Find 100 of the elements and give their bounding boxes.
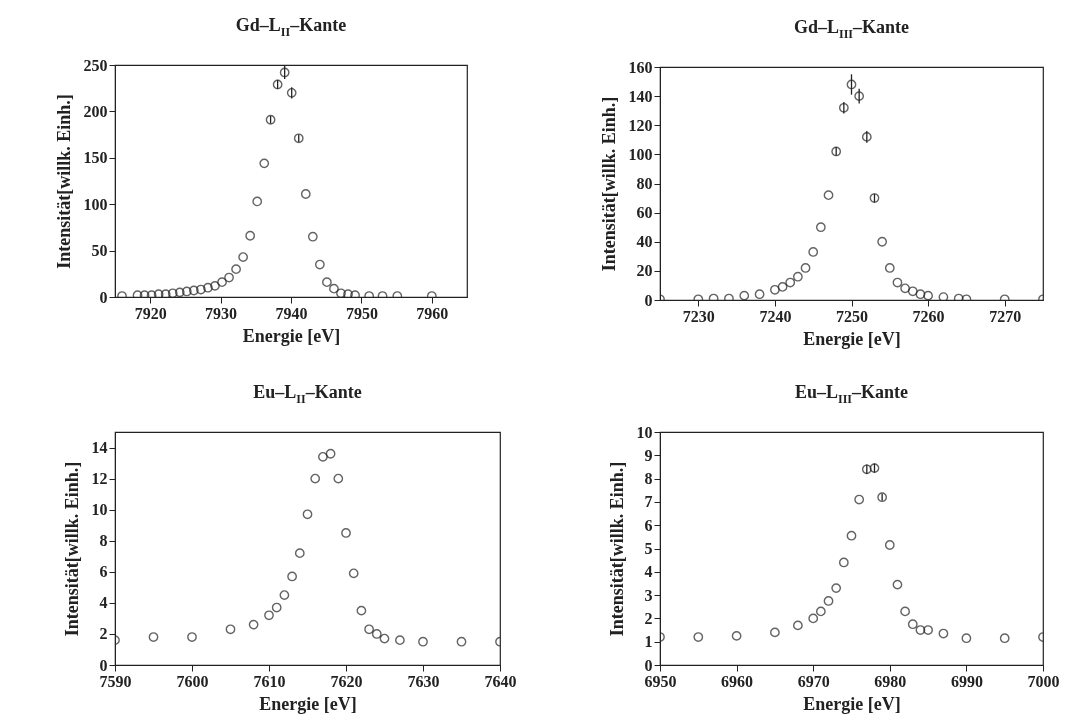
y-axis-title: Intensität[willk. Einh.]: [598, 96, 619, 272]
y-tick-label: 5: [644, 540, 653, 557]
y-tick-label: 4: [644, 563, 653, 581]
point: [823, 596, 834, 606]
point: [153, 289, 164, 297]
point: [307, 231, 318, 242]
point: [300, 189, 311, 199]
point: [846, 79, 857, 90]
y-axis-title: Intensität[willk. Einh.]: [606, 461, 627, 637]
point: [231, 264, 241, 275]
point: [264, 610, 274, 621]
point: [341, 528, 351, 538]
point: [356, 605, 367, 616]
y-tick-label: 8: [644, 470, 653, 488]
point: [379, 633, 390, 644]
chart-title: Eu–L$_{III}$–Kante: [793, 382, 909, 407]
x-tick-label: 7640: [484, 672, 517, 690]
x-tick-label: 6990: [950, 672, 983, 690]
x-tick-label: 7270: [989, 307, 1022, 325]
point: [343, 289, 353, 297]
x-tick-label: 7250: [836, 307, 868, 325]
point: [272, 79, 283, 90]
point: [248, 619, 259, 630]
x-tick-label: 7230: [682, 307, 715, 325]
point: [245, 230, 256, 241]
x-tick-label: 7260: [912, 307, 945, 325]
x-tick-label: 7610: [253, 672, 286, 690]
x-axis-title: Energie [eV]: [242, 325, 341, 346]
point: [395, 635, 405, 646]
x-tick-label: 7920: [134, 304, 167, 322]
point: [259, 158, 270, 169]
point: [923, 290, 933, 300]
point: [174, 287, 185, 297]
x-tick-label: 6950: [644, 672, 677, 690]
point: [777, 282, 788, 292]
point: [869, 463, 880, 473]
x-tick-label: 7620: [330, 672, 363, 690]
point: [188, 285, 199, 296]
point: [271, 602, 282, 613]
point: [302, 509, 313, 520]
point: [831, 146, 842, 157]
point: [293, 133, 304, 144]
x-tick-label: 7000: [1027, 672, 1060, 690]
point: [287, 571, 297, 582]
y-axis-title: Intensität[willk. Einh.]: [53, 94, 74, 269]
y-tick-label: 100: [83, 195, 108, 213]
y-tick-label: 80: [636, 175, 653, 192]
point: [770, 284, 780, 295]
y-tick-label: 0: [99, 288, 108, 306]
point: [238, 252, 249, 262]
y-tick-label: 100: [628, 145, 653, 163]
point: [815, 606, 826, 617]
point: [869, 193, 880, 203]
y-tick-label: 2: [644, 609, 653, 627]
y-tick-label: 10: [91, 501, 108, 519]
point: [196, 284, 206, 295]
x-tick-label: 6970: [797, 672, 830, 690]
y-tick-label: 50: [91, 242, 108, 260]
point: [364, 624, 374, 635]
point: [181, 286, 192, 297]
y-tick-label: 7: [644, 493, 653, 511]
y-tick-label: 0: [644, 291, 653, 309]
y-tick-label: 150: [83, 149, 108, 167]
point: [923, 625, 933, 635]
point: [854, 494, 865, 505]
point: [815, 222, 826, 233]
point: [418, 636, 428, 647]
point: [348, 568, 359, 579]
point: [770, 627, 780, 638]
point: [217, 277, 227, 288]
x-tick-label: 7240: [759, 307, 792, 325]
point: [160, 289, 171, 297]
y-tick-label: 160: [628, 58, 653, 76]
x-tick-label: 7950: [345, 304, 378, 322]
point: [325, 448, 336, 459]
point: [279, 67, 290, 78]
point: [693, 632, 704, 642]
point: [915, 289, 926, 300]
point: [731, 631, 742, 641]
point: [314, 259, 325, 270]
point: [938, 292, 949, 300]
y-tick-label: 2: [99, 625, 108, 643]
point: [877, 492, 888, 503]
x-tick-label: 6980: [874, 672, 907, 690]
point: [329, 283, 339, 294]
point: [808, 247, 819, 257]
point: [961, 633, 972, 644]
y-tick-label: 140: [628, 87, 653, 105]
point: [938, 628, 949, 639]
point: [148, 632, 159, 642]
point: [336, 288, 346, 297]
point: [371, 629, 382, 639]
point: [793, 271, 803, 282]
point: [322, 277, 332, 288]
point: [800, 263, 811, 273]
x-tick-label: 7630: [407, 672, 440, 690]
point: [333, 473, 344, 484]
x-tick-label: 7930: [205, 304, 238, 322]
point: [892, 579, 903, 590]
y-tick-label: 3: [644, 586, 653, 604]
